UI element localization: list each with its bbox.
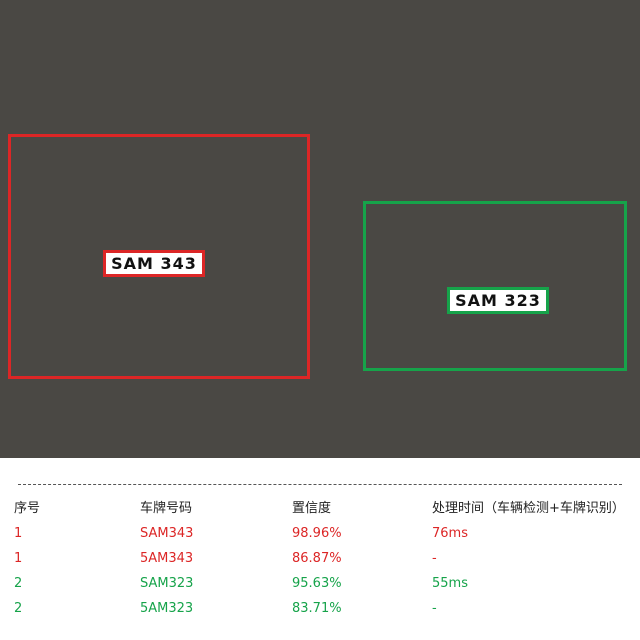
- header-plate: 车牌号码: [140, 501, 193, 516]
- table-header-row: 序号 车牌号码 置信度 处理时间（车辆检测+车牌识别）: [0, 496, 640, 521]
- cell-index: 1: [14, 526, 23, 541]
- header-confidence: 置信度: [292, 501, 332, 516]
- table-row: 1 SAM343 98.96% 76ms: [0, 521, 640, 546]
- vehicle-box-2: [363, 201, 627, 371]
- cell-time: -: [432, 551, 437, 566]
- cell-index: 1: [14, 551, 23, 566]
- detection-photo: SAM 343 SAM 323: [0, 0, 640, 458]
- cell-plate: SAM343: [140, 526, 194, 541]
- cell-time: 76ms: [432, 526, 468, 541]
- header-index: 序号: [14, 501, 41, 516]
- plate-box-2: SAM 323: [447, 287, 549, 314]
- table-row: 2 SAM323 95.63% 55ms: [0, 571, 640, 596]
- cell-confidence: 83.71%: [292, 601, 342, 616]
- cell-plate: 5AM343: [140, 551, 194, 566]
- results-table: 序号 车牌号码 置信度 处理时间（车辆检测+车牌识别） 1 SAM343 98.…: [0, 496, 640, 621]
- table-row: 2 5AM323 83.71% -: [0, 596, 640, 621]
- plate-box-1: SAM 343: [103, 250, 205, 277]
- cell-confidence: 98.96%: [292, 526, 342, 541]
- header-time: 处理时间（车辆检测+车牌识别）: [432, 501, 625, 516]
- dashed-separator: [18, 484, 622, 485]
- cell-time: 55ms: [432, 576, 468, 591]
- cell-plate: 5AM323: [140, 601, 194, 616]
- cell-confidence: 86.87%: [292, 551, 342, 566]
- cell-index: 2: [14, 601, 23, 616]
- cell-plate: SAM323: [140, 576, 194, 591]
- table-row: 1 5AM343 86.87% -: [0, 546, 640, 571]
- vehicle-box-1: [8, 134, 310, 379]
- cell-index: 2: [14, 576, 23, 591]
- cell-confidence: 95.63%: [292, 576, 342, 591]
- cell-time: -: [432, 601, 437, 616]
